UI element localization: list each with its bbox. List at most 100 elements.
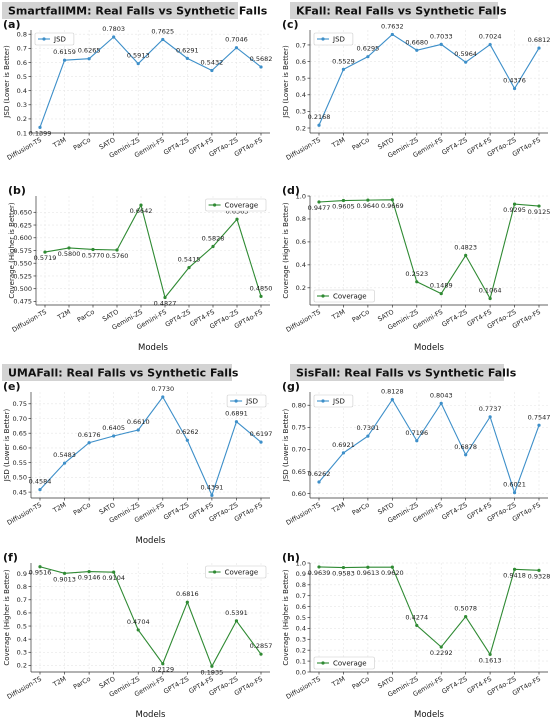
data-label: 0.4274 xyxy=(405,613,428,621)
legend: Coverage xyxy=(205,198,267,212)
data-point xyxy=(366,55,370,59)
y-tick-label: 0.6 xyxy=(296,238,306,246)
y-tick-label: 0.8 xyxy=(17,583,27,591)
data-label: 0.7730 xyxy=(151,385,174,393)
data-point xyxy=(210,68,214,73)
data-label: 0.6878 xyxy=(454,443,477,451)
y-axis-title: Coverage (Higher is Better) xyxy=(3,569,11,666)
legend: Coverage xyxy=(313,289,375,303)
x-axis-title: Models xyxy=(136,536,167,546)
data-label: 0.5760 xyxy=(106,252,129,260)
x-tick-label: GPT4-ZS xyxy=(440,501,468,522)
legend: JSD xyxy=(313,394,354,408)
data-point xyxy=(366,565,370,569)
legend-marker xyxy=(321,399,325,403)
series-line xyxy=(318,33,540,126)
legend-label: JSD xyxy=(245,398,258,406)
y-tick-label: 0.600 xyxy=(13,234,32,242)
data-label: 0.7024 xyxy=(479,33,502,41)
x-tick-label: Diffusion-TS xyxy=(285,675,322,701)
x-tick-label: GPT4o-FS xyxy=(511,675,542,698)
section-title-box-sisfall xyxy=(290,364,504,381)
y-tick-label: 0.475 xyxy=(13,298,32,306)
section-title-kfall: KFall: Real Falls vs Synthetic Falls xyxy=(296,5,507,18)
data-label: 0.4823 xyxy=(454,243,477,251)
data-label: 0.7803 xyxy=(102,25,125,33)
data-label: 0.4376 xyxy=(503,77,526,85)
section-title-box-umafall xyxy=(2,364,232,381)
y-tick-label: 0.5 xyxy=(17,73,27,81)
data-point xyxy=(234,619,239,623)
data-point xyxy=(488,296,492,301)
y-axis-title: Coverage (Higher is Better) xyxy=(282,569,290,666)
data-label: 0.7632 xyxy=(381,22,404,30)
data-label: 0.7046 xyxy=(225,36,248,44)
data-point xyxy=(512,491,517,495)
data-label: 0.6176 xyxy=(78,431,101,439)
x-tick-label: GPT4-ZS xyxy=(162,136,190,157)
data-point xyxy=(537,568,541,572)
y-tick-label: 0.8 xyxy=(296,215,306,223)
x-axis-title: Models xyxy=(138,343,169,353)
data-point xyxy=(62,571,67,575)
x-tick-label: GPT4o-FS xyxy=(511,136,542,159)
legend-marker xyxy=(42,37,46,41)
x-tick-label: T2M xyxy=(51,136,68,150)
data-label: 0.4850 xyxy=(250,284,273,292)
y-tick-label: 0.625 xyxy=(13,221,32,229)
panel-label: (b) xyxy=(8,184,26,197)
data-point xyxy=(512,202,517,206)
data-point xyxy=(136,628,140,632)
data-label: 0.6262 xyxy=(176,428,199,436)
data-label: 0.2292 xyxy=(430,649,453,657)
x-tick-label: ParCo xyxy=(72,136,92,152)
legend-marker xyxy=(213,570,217,574)
legend-box xyxy=(313,394,354,408)
legend-label: JSD xyxy=(332,398,345,406)
data-point xyxy=(439,292,443,296)
y-tick-label: 0.2 xyxy=(296,284,306,292)
x-tick-label: Diffusion-TS xyxy=(285,308,322,334)
data-label: 0.6812 xyxy=(528,36,550,44)
y-tick-label: 0.70 xyxy=(13,415,27,423)
data-label: 0.9605 xyxy=(332,203,355,211)
y-axis-title: JSD (Lower is Better) xyxy=(282,45,290,119)
section-title-sisfall: SisFall: Real Falls vs Synthetic Falls xyxy=(296,367,517,380)
data-label: 0.4584 xyxy=(29,478,52,486)
data-point xyxy=(415,439,419,443)
data-point xyxy=(210,493,214,497)
chart-panel-b: 0.475 0.500 0.525 0.550 0.575 0.600 0.625 0.650… xyxy=(8,184,272,353)
series-line xyxy=(318,199,540,300)
y-tick-label: 0.7 xyxy=(296,41,306,49)
panel-label: (c) xyxy=(282,18,299,31)
data-point xyxy=(366,198,370,202)
data-point xyxy=(439,42,443,47)
data-label: 0.6405 xyxy=(102,424,125,432)
data-label: 0.6816 xyxy=(176,590,199,598)
data-label: 0.6021 xyxy=(503,481,526,489)
legend-label: Coverage xyxy=(333,293,367,301)
legend-label: JSD xyxy=(53,36,66,44)
section-title-smartfallmm: SmartfallMM: Real Falls vs Synthetic Fal… xyxy=(8,5,268,18)
data-point xyxy=(211,244,215,249)
y-tick-label: 0.6 xyxy=(17,609,27,617)
legend-box xyxy=(313,32,354,46)
data-point xyxy=(488,652,492,657)
data-label: 0.9013 xyxy=(53,575,76,583)
y-tick-label: 0.9 xyxy=(17,570,27,578)
data-label: 0.9613 xyxy=(357,569,380,577)
data-label: 0.1613 xyxy=(479,656,502,664)
data-label: 0.2523 xyxy=(405,270,428,278)
data-point xyxy=(259,652,263,656)
x-tick-label: GPT4-ZS xyxy=(440,675,468,696)
data-point xyxy=(390,565,394,569)
y-tick-label: 0.75 xyxy=(13,400,27,408)
data-point xyxy=(234,46,239,50)
y-tick-label: 0.4 xyxy=(296,91,306,99)
data-label: 0.6265 xyxy=(78,47,101,55)
x-tick-label: T2M xyxy=(330,308,347,322)
panel-label: (h) xyxy=(282,551,300,564)
x-tick-label: GPT4-ZS xyxy=(162,501,190,522)
y-tick-label: 0.8 xyxy=(296,581,306,589)
